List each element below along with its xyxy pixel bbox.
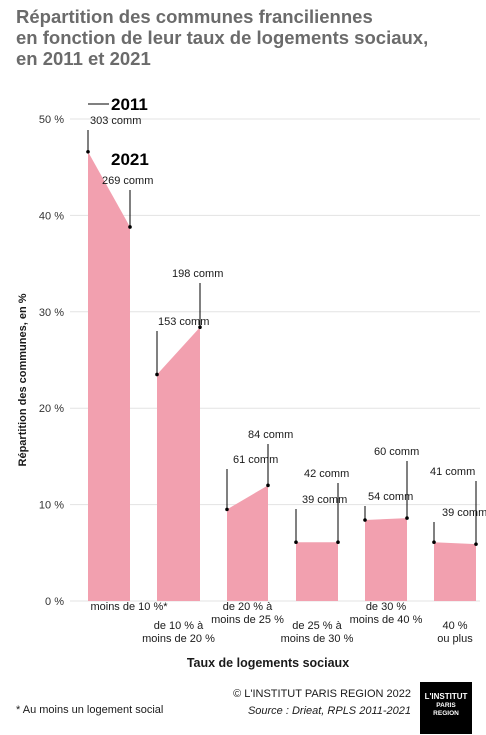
point-2021 — [405, 516, 409, 520]
series-name-2011: 2011 — [111, 95, 148, 114]
area-segment — [296, 542, 338, 601]
y-tick-label: 0 % — [45, 596, 64, 608]
area-segment — [365, 518, 407, 601]
point-2021 — [336, 540, 340, 544]
label-2011: 153 comm — [158, 316, 209, 328]
point-2011 — [294, 540, 298, 544]
source: Source : Drieat, RPLS 2011-2021 — [247, 705, 411, 717]
y-tick-label: 20 % — [39, 403, 64, 415]
title-line-2: en fonction de leur taux de logements so… — [16, 27, 429, 48]
x-category-label: de 25 % à — [292, 620, 342, 632]
x-category-label: moins de 30 % — [281, 633, 354, 645]
y-tick-label: 30 % — [39, 307, 64, 319]
label-2021: 42 comm — [304, 468, 349, 480]
label-2021: 41 comm — [430, 466, 475, 478]
x-category-label: de 20 % à — [223, 601, 273, 613]
x-category-label: ou plus — [437, 633, 473, 645]
area-segment — [157, 327, 200, 601]
label-2011: 39 comm — [302, 494, 347, 506]
footnote: * Au moins un logement social — [16, 704, 164, 716]
y-axis-label: Répartition des communes, en % — [17, 293, 29, 466]
label-2021: 269 comm — [102, 175, 153, 187]
label-2021: 60 comm — [374, 446, 419, 458]
x-category-label: de 30 % — [366, 601, 407, 613]
institut-logo: L'INSTITUT PARIS REGION — [420, 682, 472, 734]
x-category-label: de 10 % à — [154, 620, 204, 632]
area-segment — [88, 151, 130, 601]
area-segment — [227, 485, 268, 601]
series-name-2021: 2021 — [111, 150, 149, 169]
x-category-label: moins de 40 % — [350, 614, 423, 626]
y-tick-label: 10 % — [39, 500, 64, 512]
point-2011 — [86, 149, 90, 154]
x-category-label: 40 % — [442, 620, 467, 632]
x-axis-label: Taux de logements sociaux — [187, 656, 349, 670]
point-2011 — [225, 507, 229, 512]
x-category-label: moins de 25 % — [211, 614, 284, 626]
area-chart: 0 % 10 % 20 % 30 % 40 % 50 % Répartition des c… — [17, 95, 486, 670]
point-2021 — [128, 225, 132, 229]
point-2021 — [474, 542, 478, 546]
y-tick-label: 50 % — [39, 114, 64, 126]
title-line-1: Répartition des communes franciliennes — [16, 6, 373, 27]
label-2011: 54 comm — [368, 491, 413, 503]
title-line-3: en 2011 et 2021 — [16, 48, 151, 69]
point-2011 — [155, 372, 159, 377]
label-2021: 84 comm — [248, 429, 293, 441]
copyright: © L'INSTITUT PARIS REGION 2022 — [233, 688, 411, 700]
point-2011 — [432, 540, 436, 544]
label-2011: 61 comm — [233, 454, 278, 466]
label-2011: 39 comm — [442, 507, 486, 519]
label-2011: 303 comm — [90, 115, 141, 127]
chart-title: Répartition des communes franciliennes e… — [16, 6, 481, 69]
point-2021 — [266, 483, 270, 488]
point-2021 — [198, 325, 202, 330]
label-2021: 198 comm — [172, 268, 223, 280]
y-tick-label: 40 % — [39, 210, 64, 222]
credit-block: © L'INSTITUT PARIS REGION 2022 Source : … — [233, 686, 411, 720]
x-category-label: moins de 20 % — [142, 633, 215, 645]
area-segment — [434, 542, 476, 601]
x-category-label: moins de 10 %* — [90, 601, 168, 613]
point-2011 — [363, 518, 367, 522]
